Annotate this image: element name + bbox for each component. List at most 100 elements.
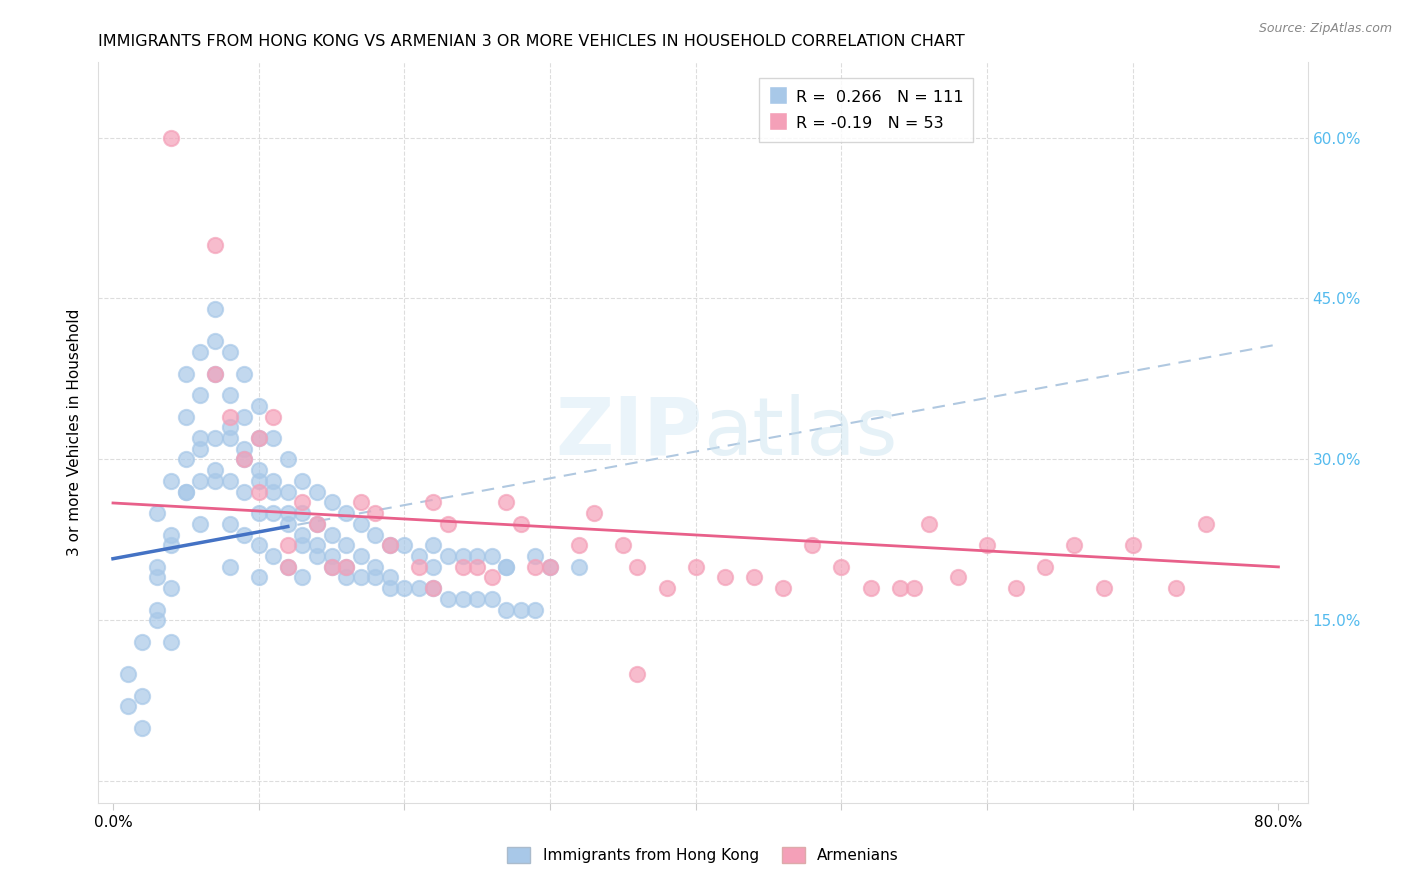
Point bbox=[568, 538, 591, 552]
Point bbox=[801, 538, 824, 552]
Point bbox=[305, 538, 328, 552]
Point bbox=[247, 538, 270, 552]
Point bbox=[262, 409, 284, 424]
Point bbox=[131, 635, 153, 649]
Point bbox=[291, 570, 314, 584]
Point bbox=[277, 484, 299, 499]
Point bbox=[117, 699, 139, 714]
Point bbox=[190, 431, 212, 445]
Point bbox=[655, 581, 678, 595]
Point bbox=[277, 538, 299, 552]
Point bbox=[262, 506, 284, 520]
Point bbox=[190, 442, 212, 456]
Point bbox=[247, 474, 270, 488]
Point bbox=[204, 237, 226, 252]
Point bbox=[160, 635, 183, 649]
Point bbox=[437, 516, 460, 531]
Point bbox=[321, 495, 343, 509]
Point bbox=[976, 538, 998, 552]
Point bbox=[889, 581, 911, 595]
Point bbox=[1122, 538, 1144, 552]
Point bbox=[422, 581, 444, 595]
Point bbox=[378, 538, 401, 552]
Legend: R =  0.266   N = 111, R = -0.19   N = 53: R = 0.266 N = 111, R = -0.19 N = 53 bbox=[759, 78, 973, 142]
Y-axis label: 3 or more Vehicles in Household: 3 or more Vehicles in Household bbox=[67, 309, 83, 557]
Point bbox=[204, 474, 226, 488]
Point bbox=[364, 527, 387, 541]
Point bbox=[262, 549, 284, 563]
Point bbox=[350, 570, 373, 584]
Text: Source: ZipAtlas.com: Source: ZipAtlas.com bbox=[1258, 22, 1392, 36]
Point bbox=[247, 431, 270, 445]
Point bbox=[305, 516, 328, 531]
Point bbox=[495, 559, 517, 574]
Point bbox=[1194, 516, 1216, 531]
Point bbox=[685, 559, 707, 574]
Point bbox=[204, 367, 226, 381]
Point bbox=[204, 431, 226, 445]
Point bbox=[131, 721, 153, 735]
Point bbox=[946, 570, 969, 584]
Point bbox=[509, 516, 531, 531]
Point bbox=[233, 442, 256, 456]
Point bbox=[247, 431, 270, 445]
Text: atlas: atlas bbox=[703, 393, 897, 472]
Point bbox=[305, 549, 328, 563]
Point bbox=[568, 559, 591, 574]
Point bbox=[335, 570, 357, 584]
Point bbox=[218, 559, 240, 574]
Point bbox=[350, 516, 373, 531]
Point bbox=[190, 388, 212, 402]
Point bbox=[218, 345, 240, 359]
Point bbox=[495, 495, 517, 509]
Point bbox=[204, 463, 226, 477]
Point bbox=[291, 527, 314, 541]
Point bbox=[145, 506, 167, 520]
Point bbox=[174, 452, 197, 467]
Point bbox=[305, 516, 328, 531]
Point bbox=[538, 559, 561, 574]
Point bbox=[160, 474, 183, 488]
Point bbox=[145, 559, 167, 574]
Point bbox=[918, 516, 941, 531]
Point bbox=[422, 538, 444, 552]
Point bbox=[218, 474, 240, 488]
Point bbox=[1033, 559, 1056, 574]
Point bbox=[174, 484, 197, 499]
Point bbox=[291, 474, 314, 488]
Point bbox=[174, 484, 197, 499]
Point bbox=[160, 527, 183, 541]
Point bbox=[218, 409, 240, 424]
Point bbox=[218, 420, 240, 434]
Point bbox=[465, 549, 488, 563]
Point bbox=[465, 591, 488, 606]
Point bbox=[233, 452, 256, 467]
Point bbox=[204, 367, 226, 381]
Point bbox=[481, 570, 503, 584]
Point bbox=[160, 538, 183, 552]
Point bbox=[262, 474, 284, 488]
Point bbox=[262, 484, 284, 499]
Point bbox=[321, 559, 343, 574]
Point bbox=[364, 506, 387, 520]
Point bbox=[204, 302, 226, 317]
Point bbox=[422, 581, 444, 595]
Point bbox=[422, 559, 444, 574]
Point bbox=[247, 463, 270, 477]
Point bbox=[465, 559, 488, 574]
Point bbox=[394, 538, 416, 552]
Point bbox=[538, 559, 561, 574]
Point bbox=[247, 399, 270, 413]
Point bbox=[408, 559, 430, 574]
Point bbox=[190, 516, 212, 531]
Point bbox=[277, 506, 299, 520]
Point bbox=[378, 581, 401, 595]
Point bbox=[335, 506, 357, 520]
Point bbox=[321, 527, 343, 541]
Point bbox=[204, 334, 226, 349]
Point bbox=[437, 591, 460, 606]
Point bbox=[160, 130, 183, 145]
Point bbox=[495, 559, 517, 574]
Point bbox=[714, 570, 737, 584]
Point bbox=[160, 581, 183, 595]
